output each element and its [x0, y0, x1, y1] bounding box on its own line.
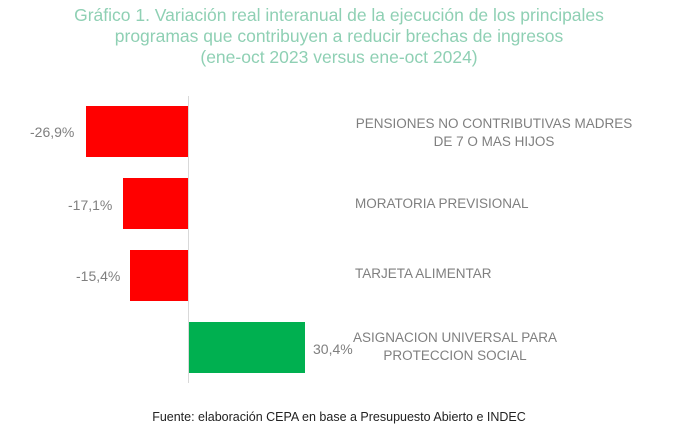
chart-title-line-2: programas que contribuyen a reducir brec… — [114, 26, 564, 46]
value-label-tarjeta: -15,4% — [76, 268, 121, 284]
bar-moratoria-previsional — [123, 178, 188, 229]
bar-tarjeta-alimentar — [130, 250, 188, 301]
bar-pensiones-no-contributivas — [86, 106, 188, 157]
value-label-pensiones: -26,9% — [30, 124, 75, 140]
category-label-moratoria: MORATORIA PREVISIONAL — [355, 195, 529, 213]
category-label-line: TARJETA ALIMENTAR — [355, 266, 492, 281]
category-label-line: DE 7 O MAS HIJOS — [433, 134, 555, 149]
category-label-line: PROTECCION SOCIAL — [383, 348, 527, 363]
category-label-line: ASIGNACION UNIVERSAL PARA — [352, 330, 558, 345]
source-note: Fuente: elaboración CEPA en base a Presu… — [152, 410, 526, 424]
chart-title-line-1: Gráfico 1. Variación real interanual de … — [74, 5, 604, 25]
category-label-pensiones: PENSIONES NO CONTRIBUTIVAS MADRES DE 7 O… — [346, 115, 642, 151]
category-label-line: MORATORIA PREVISIONAL — [355, 196, 529, 211]
category-label-asignacion: ASIGNACION UNIVERSAL PARA PROTECCION SOC… — [350, 329, 560, 365]
category-label-line: PENSIONES NO CONTRIBUTIVAS MADRES — [355, 116, 633, 131]
chart-title: Gráfico 1. Variación real interanual de … — [0, 5, 678, 68]
value-label-moratoria: -17,1% — [68, 197, 113, 213]
category-label-tarjeta: TARJETA ALIMENTAR — [355, 265, 492, 283]
value-label-asignacion: 30,4% — [313, 341, 353, 357]
chart-title-line-3: (ene-oct 2023 versus ene-oct 2024) — [200, 47, 478, 67]
bar-asignacion-universal — [189, 322, 305, 373]
zero-axis-line — [188, 96, 189, 383]
